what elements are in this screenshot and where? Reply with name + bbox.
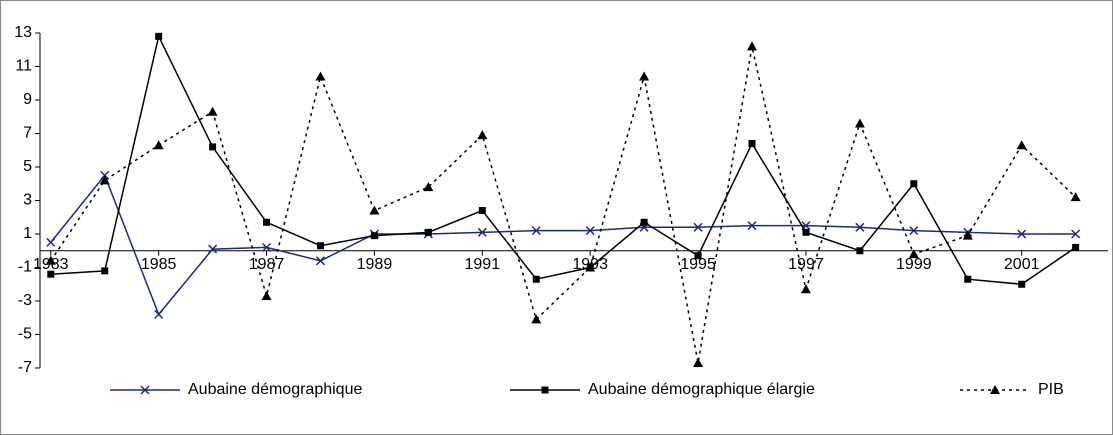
point xyxy=(585,262,596,272)
point xyxy=(1016,140,1027,150)
point xyxy=(155,32,163,40)
point xyxy=(747,41,757,51)
y-tick-label: 1 xyxy=(23,225,32,242)
point xyxy=(209,143,217,151)
point xyxy=(316,242,324,250)
point xyxy=(1071,229,1081,239)
x-tick-label: 1989 xyxy=(357,256,393,273)
series-line xyxy=(50,34,1077,286)
point xyxy=(47,270,55,278)
point xyxy=(477,130,488,140)
point xyxy=(1017,229,1027,239)
point xyxy=(369,205,380,215)
point xyxy=(262,242,272,252)
legend-item: Aubaine démographique élargie xyxy=(510,381,815,398)
point xyxy=(856,247,864,255)
series-line xyxy=(50,173,1076,316)
point xyxy=(208,244,218,254)
point xyxy=(908,249,919,259)
y-tick-label: -3 xyxy=(18,292,32,309)
point xyxy=(140,385,150,395)
x-tick-label: 1987 xyxy=(249,256,285,273)
point xyxy=(855,222,865,232)
point xyxy=(99,175,110,185)
point xyxy=(541,386,549,394)
series-line xyxy=(50,46,1077,364)
point xyxy=(693,357,704,367)
y-tick-label: -5 xyxy=(18,326,32,343)
point xyxy=(1072,243,1080,251)
x-tick-label: 1997 xyxy=(788,256,824,273)
point xyxy=(477,227,487,237)
y-tick-label: 11 xyxy=(15,58,32,75)
point xyxy=(531,226,541,236)
y-tick-label: 13 xyxy=(14,24,32,41)
point xyxy=(909,226,919,236)
x-tick-label: 1999 xyxy=(896,256,932,273)
point xyxy=(263,218,271,226)
point xyxy=(962,230,973,240)
y-tick-label: 7 xyxy=(23,125,32,142)
point xyxy=(153,140,164,150)
point xyxy=(46,237,56,247)
x-tick-label: 1985 xyxy=(141,256,177,273)
x-tick-label: 1995 xyxy=(680,256,716,273)
y-tick-label: -1 xyxy=(18,259,32,276)
point xyxy=(693,222,703,232)
point xyxy=(990,385,1000,394)
legend-label: Aubaine démographique xyxy=(188,381,362,398)
point xyxy=(1018,280,1026,288)
legend-item: Aubaine démographique xyxy=(110,381,362,398)
legend-label: PIB xyxy=(1038,381,1064,398)
point xyxy=(315,71,326,81)
y-tick-label: 5 xyxy=(23,158,32,175)
point xyxy=(640,218,648,226)
y-tick-label: 9 xyxy=(23,91,32,108)
point xyxy=(261,290,272,300)
point xyxy=(478,207,486,215)
point xyxy=(748,140,756,148)
point xyxy=(802,228,810,236)
point xyxy=(101,267,109,275)
point xyxy=(154,309,164,319)
point xyxy=(694,252,702,260)
point xyxy=(424,228,432,236)
point xyxy=(315,256,326,266)
y-tick-label: -7 xyxy=(18,359,32,376)
legend-item: PIB xyxy=(960,381,1064,398)
point xyxy=(639,71,650,81)
point xyxy=(1070,192,1081,202)
point xyxy=(423,182,434,192)
point xyxy=(854,118,865,128)
point xyxy=(45,255,56,265)
point xyxy=(532,275,540,283)
point xyxy=(910,180,918,188)
point xyxy=(370,232,378,240)
point xyxy=(585,226,595,236)
point xyxy=(800,284,811,294)
point xyxy=(207,106,218,116)
legend-label: Aubaine démographique élargie xyxy=(588,381,815,398)
y-tick-label: 3 xyxy=(23,192,32,209)
point xyxy=(964,275,972,283)
point xyxy=(531,314,542,324)
x-tick-label: 2001 xyxy=(1004,256,1040,273)
point xyxy=(747,221,757,231)
x-tick-label: 1991 xyxy=(465,256,501,273)
